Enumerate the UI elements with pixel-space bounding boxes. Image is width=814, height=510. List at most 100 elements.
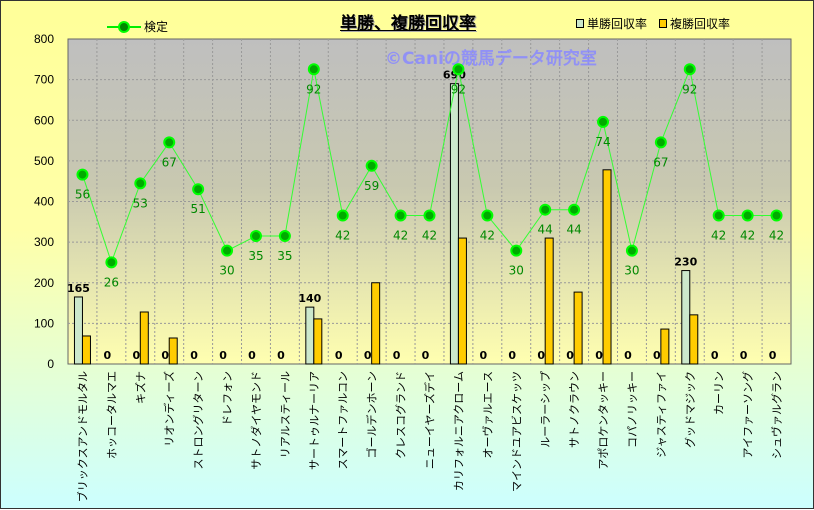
kentei-point <box>394 209 407 222</box>
tansho-data-label: 0 <box>248 349 256 362</box>
kentei-point <box>76 168 89 181</box>
kentei-point <box>654 136 667 149</box>
kentei-data-label: 92 <box>682 82 697 96</box>
x-tick-label: リオンディーズ <box>162 371 176 447</box>
watermark: ©Caniの競馬データ研究室 <box>385 48 597 69</box>
kentei-point <box>163 136 176 149</box>
tansho-data-label: 165 <box>67 282 90 295</box>
tansho-data-label: 0 <box>132 349 140 362</box>
tansho-data-label: 0 <box>595 349 603 362</box>
x-tick-label: スマートファルコン <box>337 371 350 469</box>
x-tick-label: グッドマジック <box>683 371 697 448</box>
bar-fukusho <box>81 335 91 365</box>
kentei-point <box>192 183 205 196</box>
tansho-data-label: 140 <box>298 292 321 305</box>
x-tick-label: アポロケンタッキー <box>597 371 610 470</box>
x-tick-label: ルーラーシップ <box>539 371 552 448</box>
x-tick-label: キズナ <box>133 371 147 404</box>
kentei-point <box>510 244 523 257</box>
kentei-data-label: 35 <box>248 249 263 263</box>
bar-fukusho <box>371 282 381 365</box>
kentei-point <box>712 209 725 222</box>
legend-item-kentei: 検定 <box>107 18 168 35</box>
kentei-point <box>770 209 783 222</box>
legend-label: 検定 <box>144 20 169 34</box>
kentei-data-label: 42 <box>335 229 350 243</box>
x-tick-label: ジャスティファイ <box>655 371 668 458</box>
kentei-data-label: 30 <box>624 264 639 278</box>
legend-label: 単勝回収率 <box>587 17 648 31</box>
x-tick-label: ブリックスアンドモルタル <box>75 371 89 502</box>
kentei-point <box>105 256 118 269</box>
y-tick-label: 800 <box>34 32 54 46</box>
kentei-data-label: 42 <box>769 229 784 243</box>
kentei-data-label: 30 <box>509 264 524 278</box>
kentei-data-label: 56 <box>75 188 90 202</box>
kentei-point <box>365 159 378 172</box>
bar-fukusho <box>544 237 554 365</box>
kentei-data-label: 42 <box>711 229 726 243</box>
tansho-data-label: 0 <box>566 349 574 362</box>
kentei-point <box>481 209 494 222</box>
tansho-data-label: 0 <box>393 349 401 362</box>
x-tick-label: コパノリッキー <box>626 371 639 448</box>
x-tick-label: ニューイヤーズデイ <box>423 371 437 469</box>
kentei-data-label: 59 <box>364 179 379 193</box>
x-tick-label: シュヴァルグラン <box>770 371 784 459</box>
kentei-data-label: 26 <box>104 275 119 289</box>
bar-tansho <box>305 306 315 365</box>
kentei-data-label: 42 <box>740 229 755 243</box>
x-tick-label: マインドユアビスケッツ <box>510 371 523 492</box>
x-tick-label: サートゥルナーリア <box>308 371 321 470</box>
bar-fukusho <box>573 291 583 365</box>
kentei-data-label: 30 <box>219 264 234 278</box>
y-tick-label: 500 <box>34 154 54 168</box>
tansho-data-label: 0 <box>335 349 343 362</box>
legend-line-marker-icon <box>107 20 141 33</box>
kentei-data-label: 35 <box>277 249 292 263</box>
kentei-data-label: 42 <box>422 229 437 243</box>
x-tick-label: サトノダイヤモンド <box>249 371 263 470</box>
y-tick-label: 700 <box>34 73 54 87</box>
bar-tansho <box>681 270 691 365</box>
kentei-point <box>625 244 638 257</box>
x-tick-label: カリフォルニアクローム <box>452 371 465 491</box>
tansho-data-label: 0 <box>161 349 169 362</box>
y-tick-label: 100 <box>34 316 54 330</box>
tansho-data-label: 0 <box>190 349 198 362</box>
kentei-point <box>683 63 696 76</box>
bar-tansho <box>449 83 459 365</box>
tansho-data-label: 0 <box>104 349 112 362</box>
bar-tansho <box>73 296 83 365</box>
tansho-data-label: 230 <box>674 256 697 269</box>
kentei-data-label: 44 <box>538 223 553 237</box>
tansho-data-label: 0 <box>219 349 227 362</box>
y-tick-label: 400 <box>34 195 54 209</box>
tansho-data-label: 0 <box>508 349 516 362</box>
kentei-data-label: 51 <box>190 202 205 216</box>
x-tick-label: クレスコグランド <box>394 371 408 459</box>
x-tick-label: ストロングリターン <box>191 371 205 469</box>
kentei-data-label: 42 <box>480 229 495 243</box>
tansho-data-label: 0 <box>624 349 632 362</box>
kentei-data-label: 42 <box>393 229 408 243</box>
kentei-point <box>568 203 581 216</box>
tansho-data-label: 0 <box>277 349 285 362</box>
y-tick-label: 300 <box>34 235 54 249</box>
y-tick-label: 200 <box>34 276 54 290</box>
bar-fukusho <box>660 328 670 365</box>
kentei-point <box>423 209 436 222</box>
legend-label: 複勝回収率 <box>670 17 731 31</box>
x-tick-label: カーリン <box>713 371 726 415</box>
kentei-point <box>741 209 754 222</box>
bar-fukusho <box>139 311 149 365</box>
kentei-point <box>597 115 610 128</box>
kentei-point <box>307 63 320 76</box>
bar-fukusho <box>457 237 467 365</box>
tansho-data-label: 0 <box>364 349 372 362</box>
tansho-data-label: 0 <box>480 349 488 362</box>
kentei-point <box>336 209 349 222</box>
tansho-data-label: 0 <box>769 349 777 362</box>
x-tick-label: ドレフォン <box>221 371 234 426</box>
